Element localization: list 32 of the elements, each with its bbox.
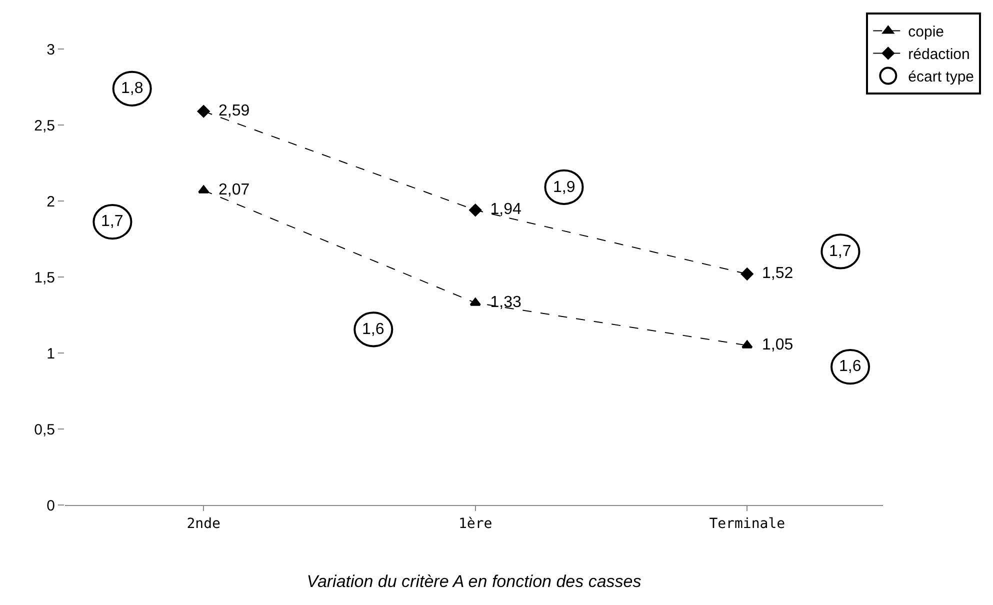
point <box>197 105 210 118</box>
point <box>742 340 753 348</box>
data-label: 1,33 <box>481 294 522 311</box>
x-tick-label: 2nde <box>186 516 220 532</box>
data-label: 2,07 <box>210 181 250 198</box>
text: Variation du critère A en fonction des casses <box>306 572 642 591</box>
annotation: 1,7 <box>829 243 852 260</box>
data-label: 1,05 <box>753 336 794 354</box>
annotation: 1,6 <box>362 321 384 338</box>
y-tick-label: 2 <box>46 193 55 210</box>
data-label: 2,59 <box>210 102 250 120</box>
data-label: 1,52 <box>753 264 794 282</box>
annotation: 1,6 <box>839 358 862 375</box>
data-label: 1,94 <box>481 201 522 218</box>
y-tick-label: 3 <box>46 41 55 58</box>
point <box>470 298 481 306</box>
y-tick-label: 1,5 <box>34 269 55 286</box>
annotation: 1,9 <box>553 179 576 196</box>
annotation: 1,7 <box>101 213 124 230</box>
legend-label: rédaction <box>908 46 970 64</box>
annotation: 1,8 <box>121 80 144 97</box>
y-tick-label: 2,5 <box>34 117 55 134</box>
point <box>198 185 210 194</box>
y-tick-label: 0,5 <box>34 421 55 438</box>
y-tick-label: 1 <box>46 345 55 362</box>
x-tick-label: 1ère <box>458 516 492 532</box>
legend-label: écart type <box>908 68 974 86</box>
point <box>740 268 754 280</box>
y-tick-label: 0 <box>46 497 55 514</box>
x-tick-label: Terminale <box>709 516 786 532</box>
point <box>469 204 482 216</box>
legend-label: copie <box>908 24 944 41</box>
